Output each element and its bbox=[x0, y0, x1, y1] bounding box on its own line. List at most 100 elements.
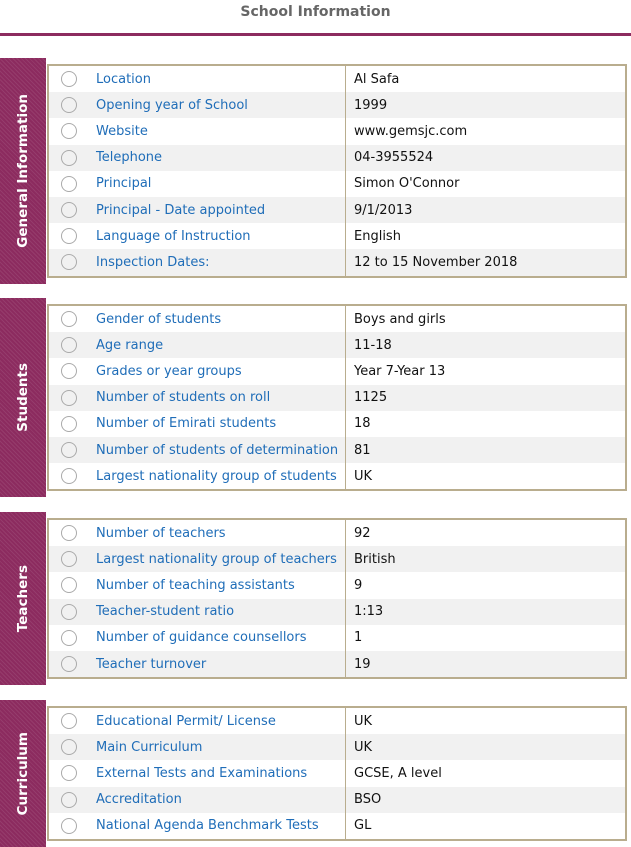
row-label: Gender of students bbox=[96, 311, 222, 327]
row-value: UK bbox=[354, 713, 373, 729]
row-label: Number of teachers bbox=[96, 525, 226, 541]
column-divider bbox=[345, 306, 346, 490]
table-row: National Agenda Benchmark Tests GL bbox=[49, 813, 625, 839]
table-row: Teacher-student ratio 1:13 bbox=[49, 598, 625, 625]
row-label: Teacher-student ratio bbox=[96, 604, 235, 620]
row-label: Number of students of determination bbox=[96, 442, 339, 458]
row-value: UK bbox=[354, 739, 373, 755]
row-label: Main Curriculum bbox=[96, 739, 203, 755]
row-icon bbox=[61, 468, 77, 485]
table-row: Accreditation BSO bbox=[49, 786, 625, 813]
row-icon bbox=[61, 228, 77, 245]
row-value: www.gemsjc.com bbox=[354, 123, 468, 139]
section-table: Location Al Safa Opening year of School 199… bbox=[47, 64, 627, 278]
table-row: Gender of students Boys and girls bbox=[49, 306, 625, 332]
row-label: Principal - Date appointed bbox=[96, 202, 266, 218]
row-label: Number of students on roll bbox=[96, 390, 271, 406]
table-row: Number of students of determination 81 bbox=[49, 437, 625, 464]
table-row: Principal - Date appointed 9/1/2013 bbox=[49, 197, 625, 224]
row-label: Number of Emirati students bbox=[96, 416, 277, 432]
table-row: Main Curriculum UK bbox=[49, 734, 625, 761]
table-row: Inspection Dates: 12 to 15 November 2018 bbox=[49, 249, 625, 276]
row-value: 19 bbox=[354, 656, 371, 672]
row-icon bbox=[61, 629, 77, 646]
section-table: Educational Permit/ License UK Main Curric… bbox=[47, 706, 627, 841]
column-divider bbox=[345, 708, 346, 839]
row-value: 1 bbox=[354, 630, 363, 646]
row-label: Website bbox=[96, 123, 148, 139]
row-value: 1:13 bbox=[354, 604, 384, 620]
row-value: Boys and girls bbox=[354, 311, 446, 327]
row-value: Simon O'Connor bbox=[354, 176, 460, 192]
row-label: Teacher turnover bbox=[96, 656, 207, 672]
row-value: 9/1/2013 bbox=[354, 202, 413, 218]
section-name: Teachers bbox=[15, 565, 31, 633]
row-label: Location bbox=[96, 71, 151, 87]
row-icon bbox=[61, 577, 77, 594]
column-divider bbox=[345, 66, 346, 276]
row-value: 1999 bbox=[354, 97, 388, 113]
row-icon bbox=[61, 337, 77, 354]
table-row: Age range 11-18 bbox=[49, 332, 625, 359]
row-value: 9 bbox=[354, 577, 363, 593]
row-icon bbox=[61, 363, 77, 380]
section-table: Gender of students Boys and girls Age rang… bbox=[47, 304, 627, 492]
row-icon bbox=[61, 603, 77, 620]
row-icon bbox=[61, 71, 77, 88]
title: School Information bbox=[240, 4, 391, 20]
row-icon bbox=[61, 442, 77, 459]
section-tab: Teachers bbox=[0, 512, 46, 686]
section-tab: Curriculum bbox=[0, 700, 46, 847]
row-value: 04-3955524 bbox=[354, 150, 434, 166]
row-icon bbox=[61, 739, 77, 756]
row-label: Largest nationality group of students bbox=[96, 468, 337, 484]
row-value: British bbox=[354, 551, 396, 567]
row-label: Inspection Dates: bbox=[96, 254, 210, 270]
row-icon bbox=[61, 656, 77, 673]
row-icon bbox=[61, 123, 77, 140]
table-row: Number of students on roll 1125 bbox=[49, 384, 625, 411]
row-icon bbox=[61, 97, 77, 114]
row-value: 12 to 15 November 2018 bbox=[354, 254, 518, 270]
header-rule bbox=[0, 33, 631, 36]
row-icon bbox=[61, 817, 77, 834]
row-label: Accreditation bbox=[96, 792, 182, 808]
row-label: Number of teaching assistants bbox=[96, 577, 295, 593]
row-value: 11-18 bbox=[354, 337, 392, 353]
section-name: General Information bbox=[15, 93, 31, 248]
row-value: 92 bbox=[354, 525, 371, 541]
table-row: Opening year of School 1999 bbox=[49, 92, 625, 119]
row-icon bbox=[61, 149, 77, 166]
row-label: External Tests and Examinations bbox=[96, 765, 308, 781]
row-label: Educational Permit/ License bbox=[96, 713, 276, 729]
section-tab: General Information bbox=[0, 58, 46, 284]
section-table: Number of teachers 92 Largest nationality … bbox=[47, 518, 627, 680]
row-icon bbox=[61, 551, 77, 568]
table-row: Location Al Safa bbox=[49, 66, 625, 92]
table-row: Largest nationality group of teachers Bri… bbox=[49, 546, 625, 573]
row-value: GL bbox=[354, 818, 372, 834]
table-row: Website www.gemsjc.com bbox=[49, 118, 625, 144]
row-value: 1125 bbox=[354, 390, 388, 406]
row-icon bbox=[61, 202, 77, 219]
row-label: Principal bbox=[96, 176, 152, 192]
table-row: Grades or year groups Year 7-Year 13 bbox=[49, 358, 625, 384]
table-row: Number of teachers 92 bbox=[49, 520, 625, 546]
row-label: Telephone bbox=[96, 150, 163, 166]
row-value: GCSE, A level bbox=[354, 765, 442, 781]
table-row: Educational Permit/ License UK bbox=[49, 708, 625, 734]
table-row: Telephone 04-3955524 bbox=[49, 144, 625, 171]
row-label: National Agenda Benchmark Tests bbox=[96, 818, 319, 834]
section-name: Curriculum bbox=[15, 731, 31, 816]
table-row: Teacher turnover 19 bbox=[49, 651, 625, 678]
row-label: Largest nationality group of teachers bbox=[96, 551, 337, 567]
row-icon bbox=[61, 525, 77, 542]
row-label: Language of Instruction bbox=[96, 228, 251, 244]
table-row: Number of Emirati students 18 bbox=[49, 411, 625, 437]
row-label: Opening year of School bbox=[96, 97, 248, 113]
row-icon bbox=[61, 765, 77, 782]
row-icon bbox=[61, 713, 77, 730]
row-icon bbox=[61, 415, 77, 432]
table-row: Principal Simon O'Connor bbox=[49, 171, 625, 197]
table-row: External Tests and Examinations GCSE, A l… bbox=[49, 760, 625, 786]
